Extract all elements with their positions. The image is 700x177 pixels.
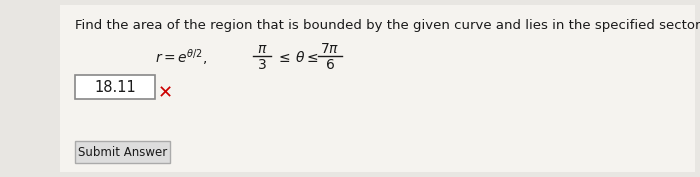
Text: 18.11: 18.11 (94, 79, 136, 95)
Text: Submit Answer: Submit Answer (78, 145, 167, 158)
Text: $6$: $6$ (325, 58, 335, 72)
Text: $\pi$: $\pi$ (257, 42, 267, 56)
Bar (75, 75, 155, 99)
Bar (75, 141, 170, 163)
Text: $3$: $3$ (257, 58, 267, 72)
Text: $7\pi$: $7\pi$ (321, 42, 340, 56)
Text: $r = e^{\theta/2},$: $r = e^{\theta/2},$ (155, 47, 207, 67)
Text: $\leq\,\theta\leq$: $\leq\,\theta\leq$ (276, 50, 318, 64)
Text: ✕: ✕ (158, 84, 173, 102)
Text: Find the area of the region that is bounded by the given curve and lies in the s: Find the area of the region that is boun… (75, 19, 700, 32)
